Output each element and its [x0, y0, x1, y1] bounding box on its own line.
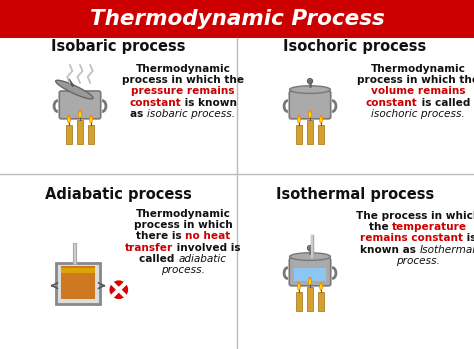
Text: there is: there is [136, 231, 185, 242]
Text: process in which the: process in which the [122, 75, 244, 85]
Text: process.: process. [396, 256, 440, 266]
Bar [56, 263, 100, 304]
Text: known as: known as [360, 245, 419, 255]
Bar [65, 125, 73, 144]
Ellipse shape [309, 279, 311, 284]
Text: is known: is known [181, 98, 237, 107]
Ellipse shape [290, 86, 330, 94]
Ellipse shape [297, 282, 301, 291]
Ellipse shape [67, 115, 71, 124]
Bar [307, 287, 313, 311]
Bar [77, 120, 83, 144]
Ellipse shape [298, 284, 300, 290]
Ellipse shape [320, 284, 322, 290]
Text: pressure remains: pressure remains [131, 87, 235, 96]
Circle shape [308, 246, 312, 251]
Bar [294, 268, 326, 281]
Bar [318, 292, 324, 311]
Text: Isothermal process: Isothermal process [276, 187, 434, 202]
Text: process.: process. [161, 265, 205, 275]
Text: volume remains: volume remains [371, 87, 465, 96]
Text: no heat: no heat [185, 231, 230, 242]
Ellipse shape [78, 110, 82, 119]
Bar [0, 0, 474, 38]
FancyBboxPatch shape [289, 258, 331, 286]
Bar [296, 292, 302, 311]
Ellipse shape [308, 277, 312, 286]
Text: Adiabatic process: Adiabatic process [45, 187, 191, 202]
Circle shape [109, 280, 128, 299]
Ellipse shape [320, 117, 322, 122]
Text: transfer: transfer [125, 243, 173, 253]
Text: process in which the: process in which the [357, 75, 474, 85]
Text: called: called [139, 254, 179, 264]
Text: involved is: involved is [173, 243, 241, 253]
Bar [61, 268, 95, 273]
Text: as: as [130, 109, 147, 119]
Ellipse shape [55, 80, 93, 99]
Ellipse shape [298, 117, 300, 122]
Bar [307, 120, 313, 144]
Ellipse shape [308, 110, 312, 119]
Text: the: the [369, 222, 392, 232]
FancyBboxPatch shape [59, 91, 100, 119]
Ellipse shape [290, 253, 330, 260]
Circle shape [308, 79, 312, 84]
Text: isobaric process.: isobaric process. [147, 109, 236, 119]
Bar [296, 125, 302, 144]
Ellipse shape [79, 112, 81, 118]
Text: adiabatic: adiabatic [179, 254, 227, 264]
Text: remains constant: remains constant [360, 233, 463, 243]
Text: Isobaric process: Isobaric process [51, 39, 185, 54]
Text: isochoric process.: isochoric process. [371, 109, 465, 119]
Text: Isochoric process: Isochoric process [283, 39, 427, 54]
Ellipse shape [68, 117, 70, 122]
Text: constant: constant [129, 98, 181, 107]
Ellipse shape [297, 115, 301, 124]
Text: The process in which: The process in which [356, 211, 474, 221]
Bar [318, 125, 324, 144]
FancyBboxPatch shape [289, 91, 331, 119]
Bar [88, 125, 94, 144]
Text: is: is [463, 233, 474, 243]
Text: temperature: temperature [392, 222, 467, 232]
Text: Thermodynamic: Thermodynamic [136, 64, 230, 74]
Ellipse shape [89, 115, 93, 124]
Text: Thermodynamic: Thermodynamic [136, 209, 230, 219]
Ellipse shape [90, 117, 92, 122]
Text: Thermodynamic Process: Thermodynamic Process [90, 9, 384, 29]
Text: process in which: process in which [134, 220, 232, 230]
Ellipse shape [309, 112, 311, 118]
Ellipse shape [319, 282, 323, 291]
Text: Isothermal: Isothermal [419, 245, 474, 255]
Text: constant: constant [366, 98, 418, 107]
Text: Thermodynamic: Thermodynamic [371, 64, 465, 74]
Text: is called: is called [418, 98, 470, 107]
Bar [61, 266, 95, 299]
Ellipse shape [319, 115, 323, 124]
